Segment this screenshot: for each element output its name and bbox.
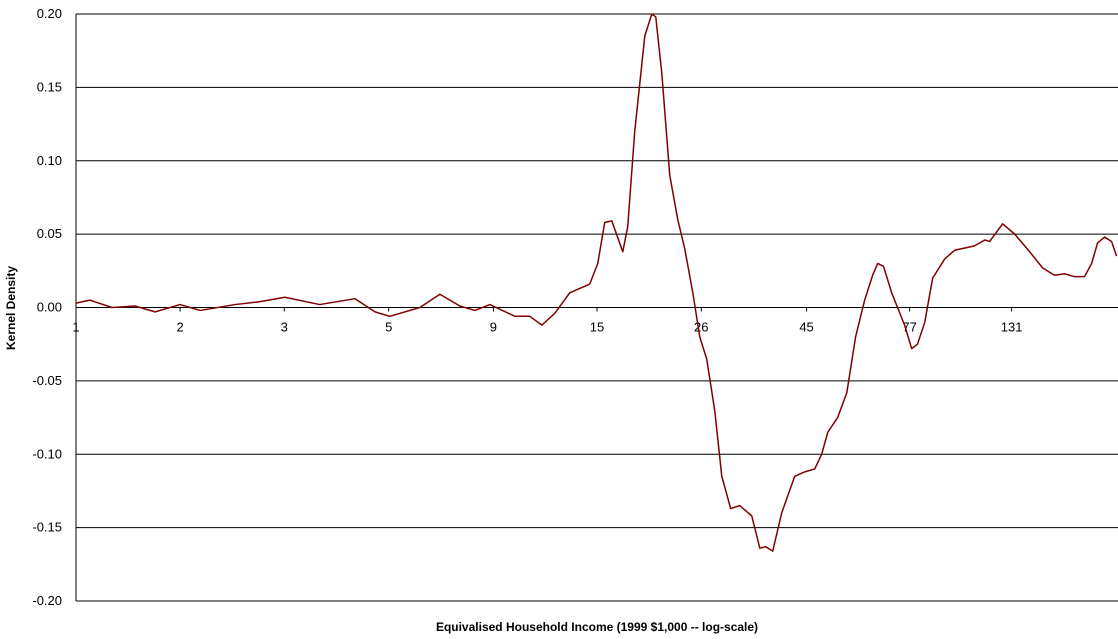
y-tick-label: 0.10 (37, 153, 62, 168)
y-tick-label: -0.20 (32, 593, 62, 608)
y-tick-label: -0.10 (32, 446, 62, 461)
x-tick-label: 45 (799, 320, 813, 335)
x-tick-label: 3 (281, 320, 288, 335)
x-tick-label: 1 (72, 320, 79, 335)
x-tick-label: 26 (694, 320, 708, 335)
x-tick-label: 15 (590, 320, 604, 335)
y-tick-label: 0.00 (37, 300, 62, 315)
y-tick-label: 0.15 (37, 79, 62, 94)
x-tick-label: 9 (490, 320, 497, 335)
y-tick-label: -0.05 (32, 373, 62, 388)
y-tick-label: 0.20 (37, 6, 62, 21)
x-tick-label: 131 (1001, 320, 1023, 335)
y-axis-title: Kernel Density (4, 266, 18, 350)
x-tick-label: 2 (176, 320, 183, 335)
y-tick-label: 0.05 (37, 226, 62, 241)
y-tick-label: -0.15 (32, 520, 62, 535)
x-tick-label: 5 (385, 320, 392, 335)
data-line (75, 13, 1118, 552)
x-axis-title: Equivalised Household Income (1999 $1,00… (436, 620, 758, 634)
